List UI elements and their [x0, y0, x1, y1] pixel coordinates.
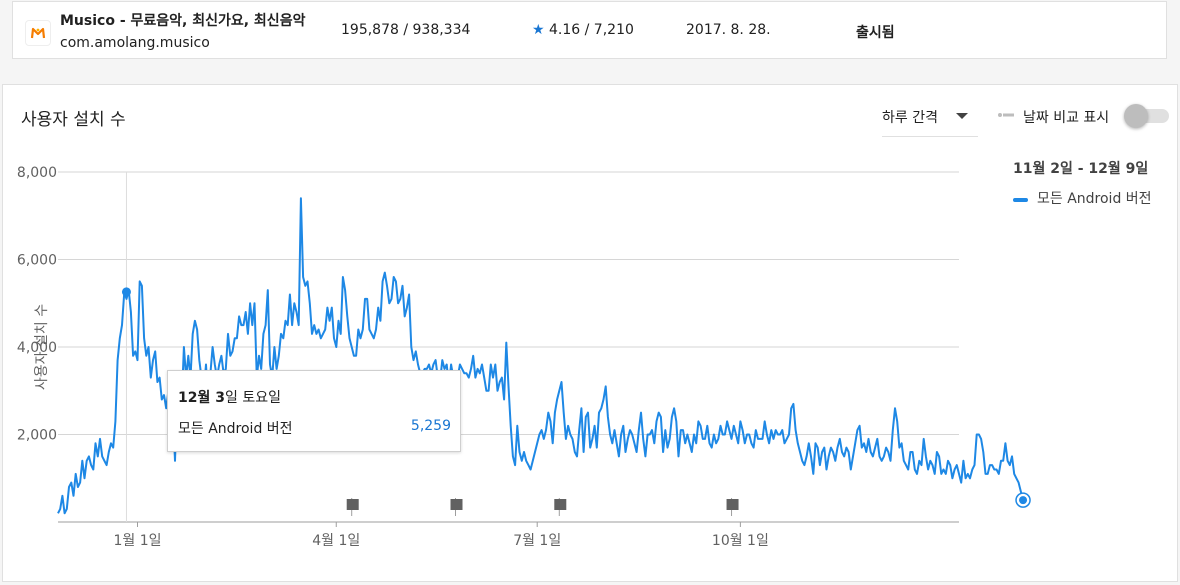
installs-card: 사용자 설치 수 하루 간격 날짜 비교 표시 11월 2일 - 12월 9일 …: [2, 84, 1178, 582]
star-icon: ★: [532, 22, 545, 38]
tooltip-date: 12월 3일 토요일: [178, 387, 281, 407]
app-logo: [25, 20, 51, 46]
tooltip-value: 5,259: [410, 418, 451, 434]
musico-logo-icon: [30, 27, 46, 39]
tooltip-month: 12월: [178, 390, 216, 406]
legend-swatch: [1013, 198, 1028, 202]
interval-dropdown[interactable]: 하루 간격: [882, 97, 978, 137]
app-package: com.amolang.musico: [60, 35, 210, 51]
app-name[interactable]: Musico - 무료음악, 최신가요, 최신음악: [60, 13, 306, 29]
chart-tooltip: 12월 3일 토요일 모든 Android 버전 5,259: [167, 370, 461, 452]
status-badge: 출시됨: [856, 25, 895, 41]
installs-count: 195,878 / 938,334: [341, 22, 471, 38]
caret-down-icon: [956, 113, 968, 119]
interval-label: 하루 간격: [882, 110, 938, 126]
legend-label: 모든 Android 버전: [1037, 191, 1152, 207]
compare-series-icon: [998, 113, 1014, 117]
tooltip-weekday: 일 토요일: [225, 390, 281, 406]
tooltip-series: 모든 Android 버전: [178, 421, 293, 437]
app-row[interactable]: Musico - 무료음악, 최신가요, 최신음악 com.amolang.mu…: [12, 1, 1167, 59]
rating-value: 4.16 / 7,210: [549, 22, 634, 38]
date-range: 11월 2일 - 12월 9일: [1013, 161, 1149, 177]
compare-label: 날짜 비교 표시: [1023, 110, 1110, 126]
app-rating: ★ 4.16 / 7,210: [532, 22, 634, 38]
compare-toggle-knob[interactable]: [1124, 104, 1148, 128]
card-title: 사용자 설치 수: [21, 110, 126, 130]
tooltip-day: 3: [215, 390, 225, 406]
release-date: 2017. 8. 28.: [686, 22, 771, 38]
